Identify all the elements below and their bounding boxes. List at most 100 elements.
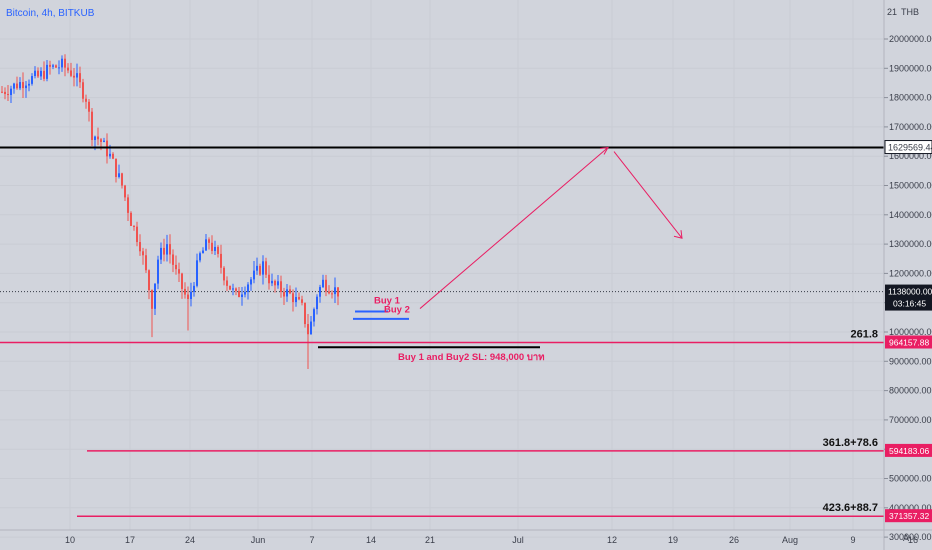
current-price-tag [885, 284, 932, 311]
fib-level-name: 423.6+88.7 [823, 502, 878, 514]
x-tick-label: 7 [309, 535, 314, 545]
candle-body [151, 290, 153, 309]
x-tick-label: 17 [125, 535, 135, 545]
fib-level-name: 261.8 [850, 329, 878, 341]
y-tick-label: 900000.00 [889, 356, 932, 366]
candle-body [319, 287, 321, 297]
candle-body [79, 73, 81, 83]
x-tick-label: 14 [366, 535, 376, 545]
candle-body [133, 225, 135, 227]
candle-body [187, 294, 189, 300]
fib-level-tag [885, 443, 932, 457]
resistance-label: 1629569.44 [888, 143, 932, 153]
candle-body [193, 285, 195, 292]
candle-body [286, 289, 288, 297]
candle-body [250, 279, 252, 285]
candle-body [247, 284, 249, 293]
candle-body [124, 185, 126, 198]
y-tick-label: 300000.00 [889, 532, 932, 542]
forecast-up-arrowhead [599, 146, 609, 155]
price-axis[interactable]: 2000000.00 1900000.00 1800000.00 1700000.00… [883, 0, 932, 550]
plot-area[interactable] [0, 0, 884, 530]
candle-body [310, 321, 312, 335]
candle-body [118, 173, 120, 177]
candle-body [238, 290, 240, 297]
candle-body [271, 280, 273, 284]
candle-body [190, 291, 192, 300]
candle-body [61, 58, 63, 68]
y-tick-label: 1600000.00 [889, 151, 932, 161]
candle-body [244, 292, 246, 295]
currency-label: THB [901, 7, 919, 17]
candle-body [13, 83, 15, 89]
fib-level-price: 594183.06 [889, 446, 929, 456]
candle-body [268, 274, 270, 284]
auto-scale-button[interactable]: A [903, 533, 909, 543]
candle-body [166, 244, 168, 255]
candle-body [304, 302, 306, 325]
y-tick-label: 1400000.00 [889, 210, 932, 220]
candle-body [217, 246, 219, 254]
candle-body [292, 293, 294, 303]
candle-body [109, 153, 111, 157]
fib-level-tag [885, 509, 932, 523]
candle-body [52, 65, 54, 67]
candle-body [205, 239, 207, 251]
candle-body [148, 270, 150, 291]
candle-body [112, 153, 114, 159]
candle-body [100, 139, 102, 143]
y-tick-label: 1700000.00 [889, 122, 932, 132]
resistance-tag [884, 140, 932, 155]
candle-body [262, 261, 264, 275]
x-tick-label: 24 [185, 535, 195, 545]
candle-body [199, 253, 201, 261]
candle-body [19, 82, 21, 89]
x-tick-label: Jul [512, 535, 524, 545]
candle-body [226, 280, 228, 286]
y-tick-label: 800000.00 [889, 386, 932, 396]
candle-body [10, 88, 12, 95]
candle-body [46, 64, 48, 79]
grid [0, 0, 884, 550]
candle-countdown-label: 03:16:45 [893, 299, 926, 309]
candle-body [4, 91, 6, 95]
sl-note-label: Buy 1 and Buy2 SL: 948,000 บาท [398, 352, 544, 363]
candle-body [22, 82, 24, 89]
candle-body [253, 270, 255, 280]
candle-body [223, 267, 225, 281]
candle-body [25, 85, 27, 89]
candle-body [145, 255, 147, 271]
candle-body [127, 197, 129, 213]
candle-body [88, 101, 90, 112]
buy1-label: Buy 1 [374, 295, 401, 306]
fib-level-price: 964157.88 [889, 338, 929, 348]
y-tick-label: 1200000.00 [889, 268, 932, 278]
candle-body [115, 158, 117, 177]
candle-body [175, 264, 177, 270]
x-tick-label: Jun [251, 535, 266, 545]
candle-body [34, 70, 36, 77]
y-tick-label: 2000000.00 [889, 34, 932, 44]
x-tick-label: 21 [425, 535, 435, 545]
candle-body [289, 289, 291, 294]
candle-body [334, 287, 336, 295]
y-tick-label: 1300000.00 [889, 239, 932, 249]
candle-body [322, 279, 324, 288]
x-tick-label: Aug [782, 535, 798, 545]
time-axis[interactable]: 10 17 24 Jun 7 14 21 Jul 12 19 26 Aug 9 16 [0, 529, 932, 545]
y-top-tick: 21 [887, 7, 897, 17]
candle-body [37, 70, 39, 77]
candle-body [331, 293, 333, 295]
candle-body [208, 239, 210, 243]
candle-body [64, 58, 66, 68]
y-tick-label: 400000.00 [889, 503, 932, 513]
forecast-down-arrow [613, 151, 683, 239]
candle-body [31, 76, 33, 84]
forecast-down-arrowhead [673, 230, 683, 239]
candle-body [142, 251, 144, 256]
y-tick-label: 700000.00 [889, 415, 932, 425]
x-tick-label: 26 [729, 535, 739, 545]
